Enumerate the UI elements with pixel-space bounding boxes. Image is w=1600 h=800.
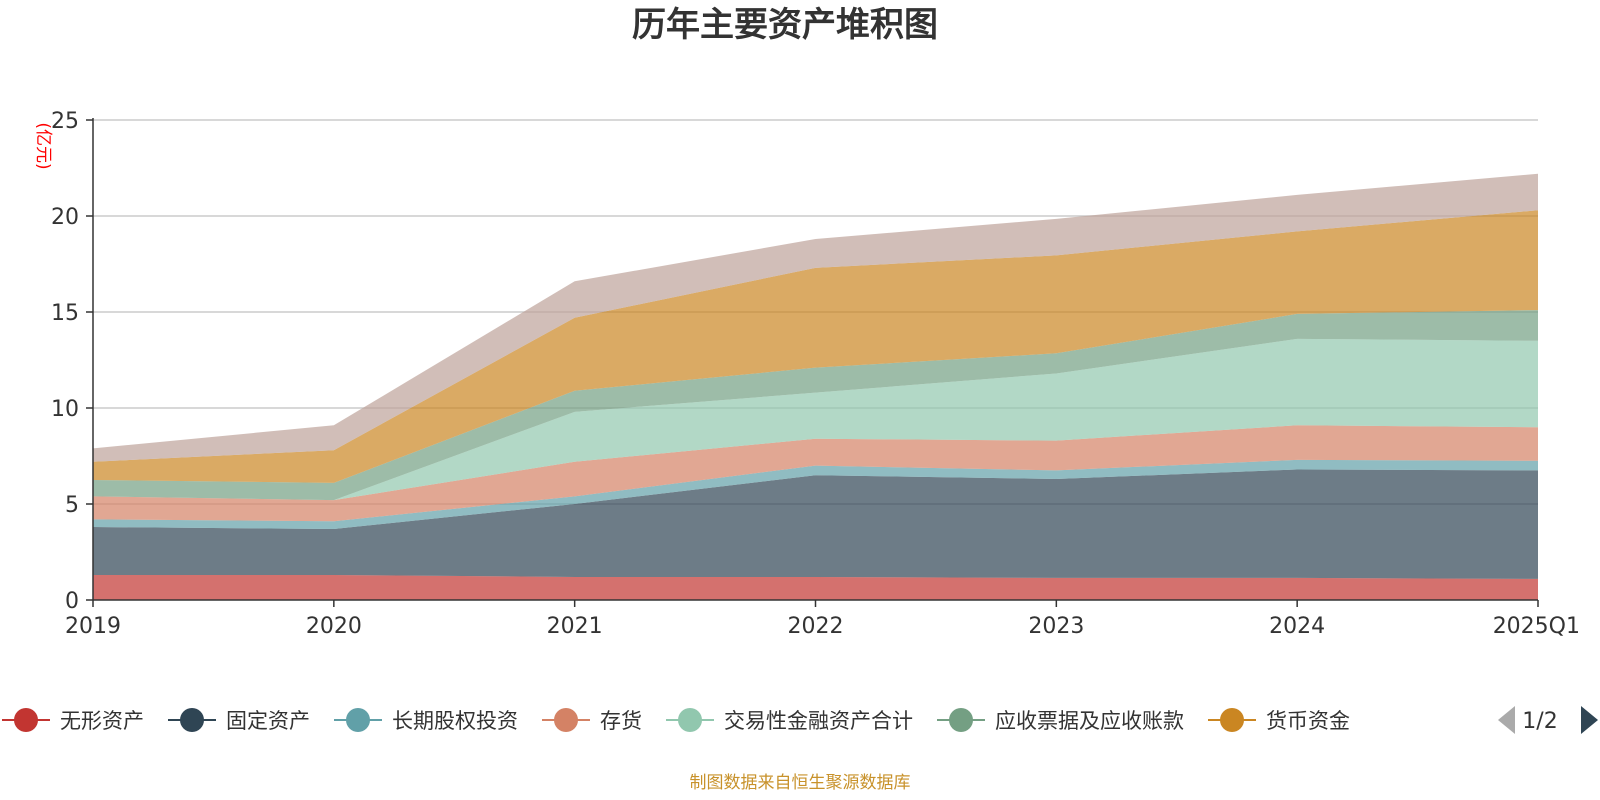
legend-marker-icon (14, 708, 38, 732)
legend-item-3[interactable]: 长期股权投资 (334, 708, 518, 733)
legend-label: 固定资产 (226, 709, 310, 733)
area-series-2[interactable] (93, 469, 1538, 579)
triangle-right-icon[interactable] (1581, 706, 1598, 734)
y-tick-label: 0 (65, 589, 79, 614)
y-tick-label: 25 (51, 109, 79, 134)
y-tick-label: 5 (65, 493, 79, 518)
area-series-3[interactable] (93, 459, 1538, 529)
legend-marker-icon (180, 708, 204, 732)
area-series-4[interactable] (93, 425, 1538, 522)
x-tick-label: 2019 (65, 614, 121, 639)
data-source-note: 制图数据来自恒生聚源数据库 (690, 773, 911, 793)
legend-pager: 1/2 (1498, 706, 1598, 734)
area-series-5[interactable] (93, 338, 1538, 501)
legend-item-2[interactable]: 固定资产 (168, 708, 310, 733)
legend-label: 长期股权投资 (392, 709, 518, 733)
legend-item-6[interactable]: 应收票据及应收账款 (937, 708, 1184, 733)
triangle-left-icon[interactable] (1498, 706, 1515, 734)
area-series-7[interactable] (93, 210, 1538, 483)
legend-page-indicator: 1/2 (1522, 709, 1557, 734)
y-tick-label: 10 (51, 397, 79, 422)
axes: 0 5 10 15 20 25 2019 2020 2021 2022 2023 2024 2025Q1 (51, 109, 1580, 639)
area-series-8[interactable] (93, 173, 1538, 462)
legend-marker-icon (949, 708, 973, 732)
legend-label: 无形资产 (60, 709, 144, 733)
area-series-6[interactable] (93, 310, 1538, 501)
legend-item-5[interactable]: 交易性金融资产合计 (666, 708, 913, 733)
y-tick-label: 15 (51, 301, 79, 326)
x-tick-label: 2025Q1 (1493, 614, 1580, 639)
y-axis-unit-label: (亿元) (33, 122, 53, 169)
legend-marker-icon (554, 708, 578, 732)
x-tick-label: 2023 (1028, 614, 1084, 639)
x-tick-label: 2024 (1269, 614, 1325, 639)
legend-label: 货币资金 (1266, 709, 1350, 733)
legend-marker-icon (346, 708, 370, 732)
legend-marker-icon (1220, 708, 1244, 732)
legend-label: 应收票据及应收账款 (995, 709, 1184, 733)
x-tick-label: 2020 (306, 614, 362, 639)
legend-label: 交易性金融资产合计 (724, 709, 913, 733)
legend-item-7[interactable]: 货币资金 (1208, 708, 1350, 733)
x-tick-label: 2022 (788, 614, 844, 639)
area-series (93, 173, 1538, 600)
area-series-1[interactable] (93, 575, 1538, 600)
legend-label: 存货 (600, 709, 642, 733)
x-tick-label: 2021 (547, 614, 603, 639)
legend-marker-icon (678, 708, 702, 732)
legend-item-4[interactable]: 存货 (542, 708, 642, 733)
legend: 无形资产 固定资产 长期股权投资 存货 交易性金融资产合计 应收票据及应收账款 货币资金 (2, 708, 1350, 733)
legend-item-1[interactable]: 无形资产 (2, 708, 144, 733)
chart-title: 历年主要资产堆积图 (632, 5, 938, 45)
y-tick-label: 20 (51, 205, 79, 230)
